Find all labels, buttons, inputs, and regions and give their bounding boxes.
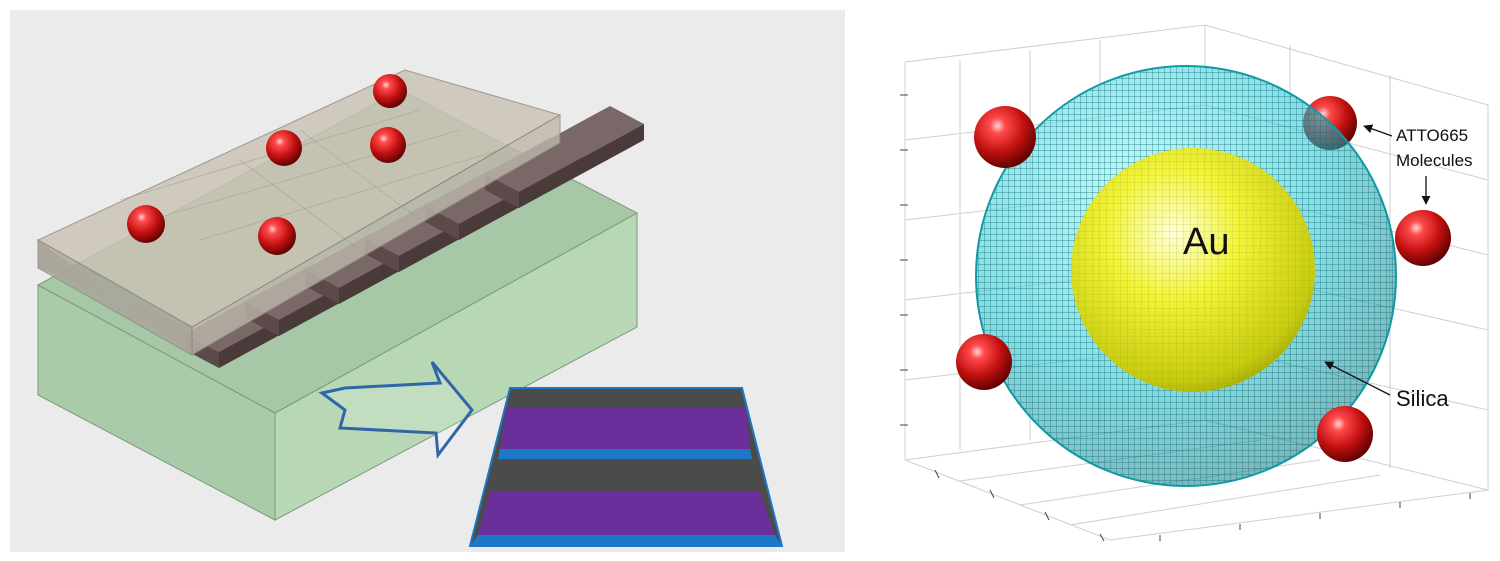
molecule-sphere <box>1395 210 1451 266</box>
molecule-label-line1: ATTO665 <box>1396 126 1468 145</box>
shell-label: Silica <box>1396 386 1449 411</box>
molecule-pointer-arrow <box>1363 124 1393 137</box>
molecule-sphere <box>370 127 406 163</box>
superstrate-slab <box>36 69 562 356</box>
molecule-sphere <box>974 106 1036 168</box>
molecules-left <box>127 74 407 255</box>
molecule-sphere <box>956 334 1012 390</box>
grating-ridge <box>485 106 644 192</box>
grating-ridge-end <box>519 124 644 208</box>
molecule-sphere <box>373 74 407 108</box>
molecule-label-line2: Molecules <box>1396 151 1473 170</box>
silica-pointer-arrow <box>1324 361 1391 396</box>
molecule-sphere <box>266 130 302 166</box>
zoom-arrow <box>318 361 474 460</box>
molecule-sphere <box>258 217 296 255</box>
grating-ridge-side <box>485 174 519 208</box>
left-panel <box>10 10 845 552</box>
axis-ticks <box>900 94 1471 542</box>
cross-section-inset <box>468 387 784 547</box>
pointer-arrows <box>1324 124 1431 396</box>
molecule-sphere <box>127 205 165 243</box>
right-panel: Au ATTO665 Molecules Silica <box>900 24 1489 542</box>
core-label: Au <box>1183 221 1229 263</box>
gold-core <box>1071 148 1315 392</box>
molecules-right <box>956 106 1451 462</box>
molecule-sphere <box>1317 406 1373 462</box>
